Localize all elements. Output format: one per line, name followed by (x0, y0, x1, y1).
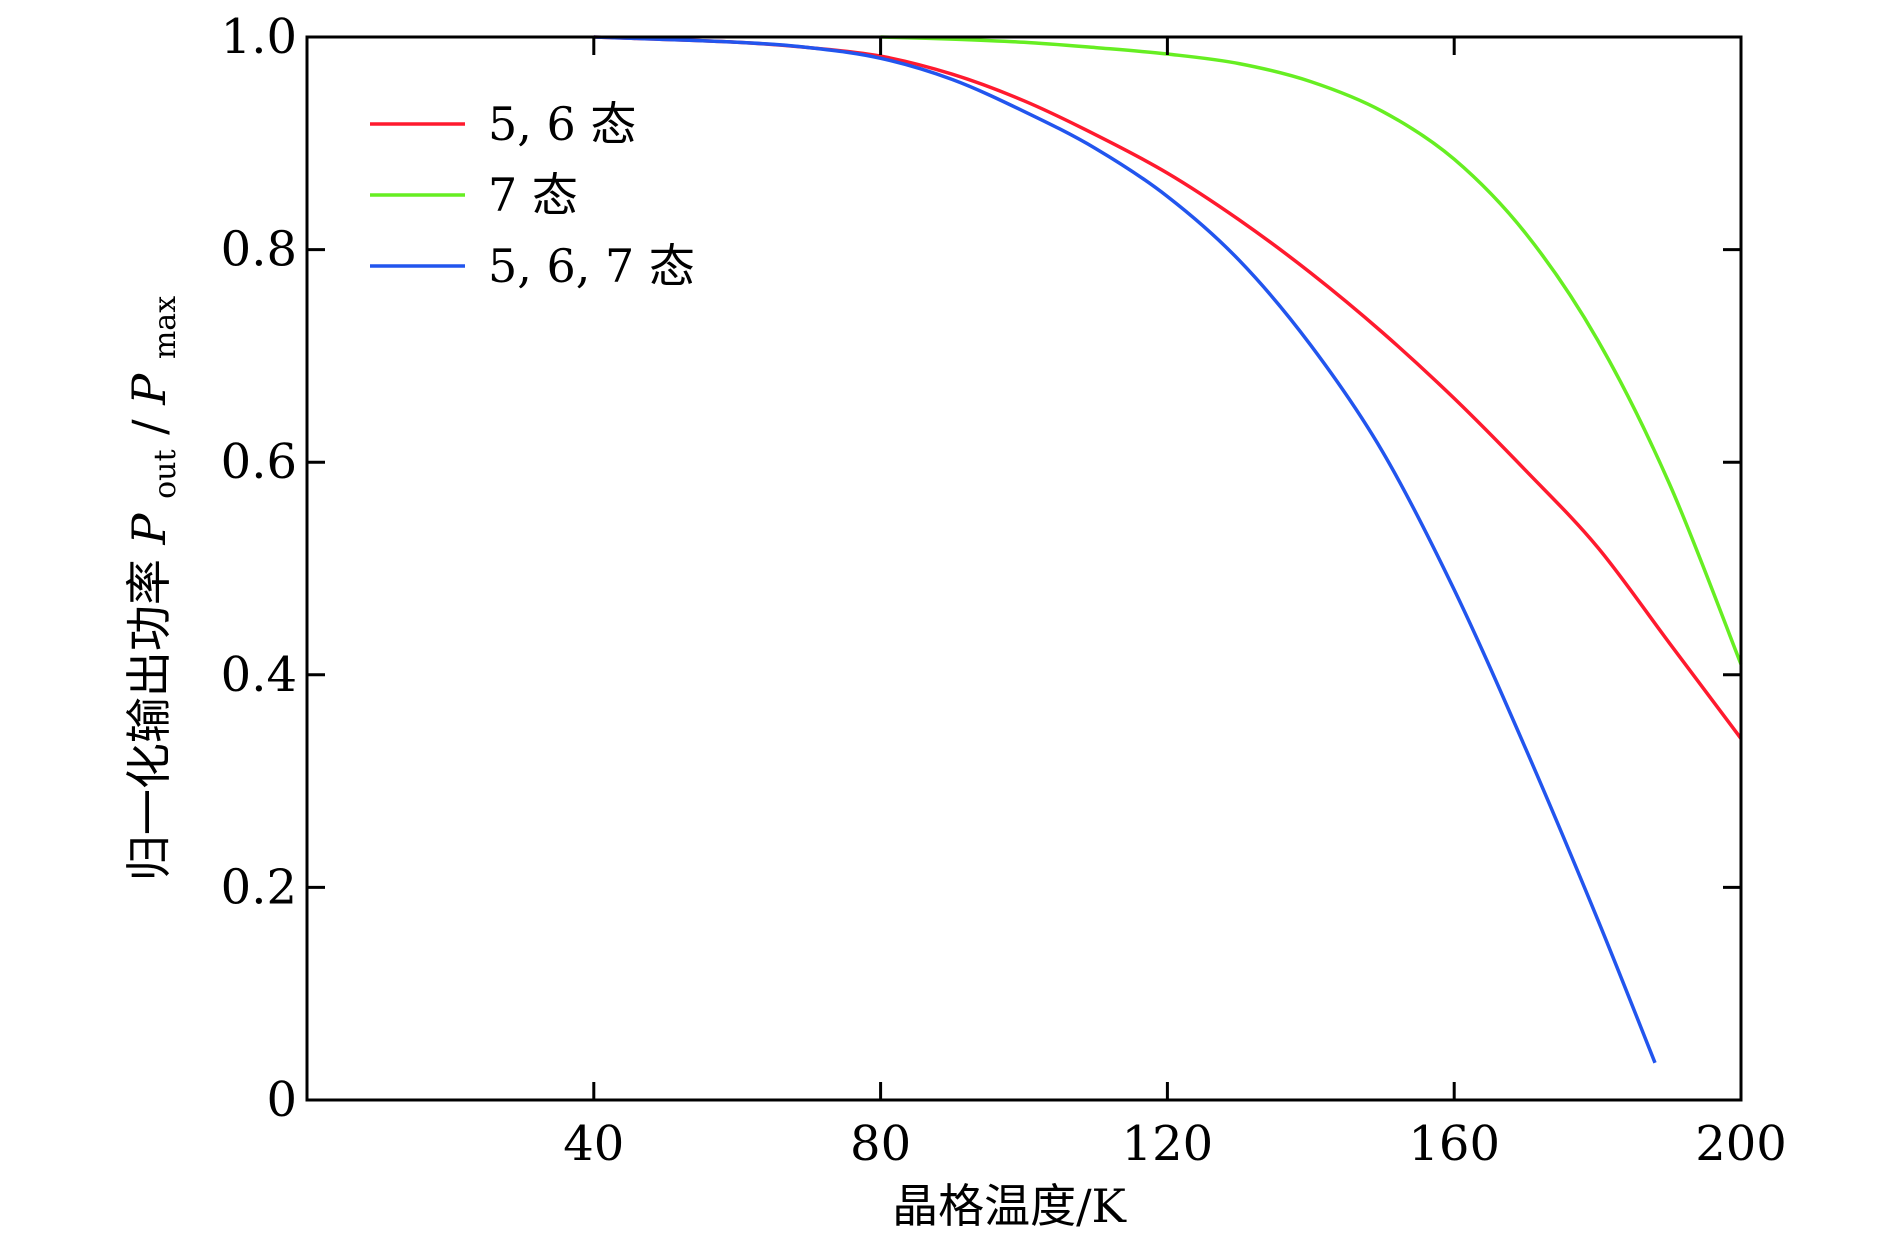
x-tick-label: 160 (1408, 1116, 1500, 1172)
y-tick-label: 1.0 (221, 9, 297, 65)
series-line-2 (880, 35, 1743, 665)
x-tick-label: 80 (850, 1116, 911, 1172)
series-layer (593, 35, 1743, 1064)
y-axis-label-p-max: P (122, 373, 176, 406)
legend-label: 5, 6, 7 态 (488, 239, 695, 293)
y-tick-label: 0.2 (221, 859, 297, 915)
series-line-3 (593, 35, 1657, 1064)
plot-frame (305, 35, 1743, 1102)
x-tick-label: 200 (1695, 1116, 1787, 1172)
y-axis-label-prefix: 归一化输出功率 (122, 545, 176, 882)
y-axis-label-sub-out: out (148, 449, 183, 498)
y-axis-label-sub-max: max (148, 296, 183, 359)
x-axis-label: 晶格温度/K (892, 1179, 1127, 1233)
legend-label: 7 态 (488, 168, 578, 222)
y-axis-label-slash: / (122, 419, 176, 435)
x-tick-label: 40 (563, 1116, 624, 1172)
x-tick-label: 120 (1122, 1116, 1214, 1172)
tick-labels: 40 80 120 160 200 0 0.2 0.4 0.6 0.8 1.0 (221, 9, 1787, 1172)
y-tick-label: 0 (266, 1072, 297, 1128)
y-tick-label: 0.8 (221, 222, 297, 278)
y-axis-label: 归一化输出功率 P out / P max (122, 296, 186, 881)
legend-label: 5, 6 态 (488, 97, 636, 151)
y-axis-label-p-out: P (122, 513, 176, 546)
legend: 5, 6 态 7 态 5, 6, 7 态 (370, 97, 695, 293)
y-tick-label: 0.6 (221, 434, 297, 490)
ticks-layer (307, 35, 1743, 1102)
y-tick-label: 0.4 (221, 647, 297, 703)
